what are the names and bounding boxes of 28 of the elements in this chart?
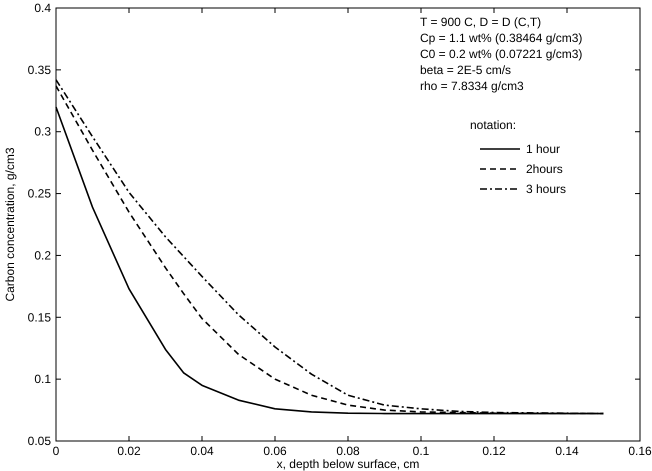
x-tick-label: 0: [52, 444, 60, 458]
legend-label: 2hours: [526, 162, 563, 176]
x-tick-label: 0.12: [482, 444, 506, 458]
x-tick-label: 0.1: [412, 444, 430, 458]
y-tick-label: 0.25: [28, 186, 52, 201]
annotation: T = 900 C, D = D (C,T): [420, 15, 542, 29]
y-tick-label: 0.1: [34, 372, 52, 386]
y-tick-label: 0.3: [34, 124, 52, 139]
annotation: beta = 2E-5 cm/s: [420, 63, 512, 77]
x-tick-label: 0.14: [555, 444, 579, 458]
x-tick-label: 0.04: [190, 444, 214, 458]
annotation: rho = 7.8334 g/cm3: [420, 79, 524, 93]
x-tick-label: 0.16: [628, 444, 652, 458]
y-tick-label: 0.2: [34, 248, 52, 262]
x-axis-title: x, depth below surface, cm: [276, 457, 420, 471]
annotation: Cp = 1.1 wt% (0.38464 g/cm3): [420, 31, 582, 45]
y-tick-label: 0.4: [34, 1, 52, 15]
legend-label: 3 hours: [526, 182, 566, 196]
y-tick-label: 0.05: [28, 434, 52, 448]
x-tick-label: 0.06: [263, 444, 287, 458]
legend-label: 1 hour: [526, 142, 560, 156]
y-axis-title: Carbon concentration, g/cm3: [3, 147, 17, 302]
y-tick-label: 0.15: [28, 310, 52, 324]
annotation: C0 = 0.2 wt% (0.07221 g/cm3): [420, 47, 582, 61]
x-tick-label: 0.02: [117, 444, 141, 458]
y-tick-label: 0.35: [28, 62, 52, 77]
legend-title: notation:: [470, 118, 516, 132]
x-tick-label: 0.08: [336, 444, 360, 458]
